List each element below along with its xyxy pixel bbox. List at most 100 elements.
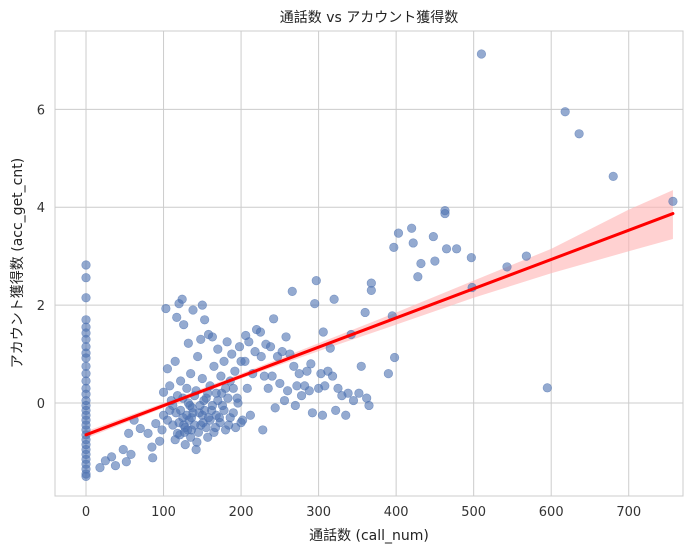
data-point [183, 338, 193, 348]
data-point [521, 251, 531, 261]
data-point [147, 442, 157, 452]
data-point [196, 334, 206, 344]
data-point [175, 430, 185, 440]
data-point [227, 349, 237, 359]
data-point [292, 381, 302, 391]
data-point [219, 356, 229, 366]
data-point [304, 386, 314, 396]
data-point [366, 278, 376, 288]
data-point [416, 258, 426, 269]
data-point [180, 440, 190, 450]
data-point [135, 423, 145, 434]
data-point [177, 294, 187, 304]
data-point [233, 398, 243, 408]
data-point [360, 307, 370, 318]
data-point [258, 425, 268, 435]
data-point [275, 378, 285, 389]
data-point [186, 413, 197, 423]
data-point [197, 300, 207, 310]
data-point [327, 371, 338, 381]
data-point [81, 260, 91, 270]
data-point [259, 371, 269, 381]
data-point [234, 342, 245, 352]
x-tick-label: 600 [539, 505, 564, 520]
data-point [356, 361, 366, 371]
data-point [250, 347, 260, 357]
data-point [320, 381, 330, 391]
data-point [294, 369, 304, 379]
data-point [182, 425, 193, 435]
data-point [240, 356, 250, 366]
y-tick-label: 2 [37, 299, 45, 314]
data-point [222, 337, 232, 347]
data-point [317, 410, 328, 420]
data-point [118, 444, 128, 455]
data-point [215, 417, 225, 428]
data-point [348, 395, 359, 406]
data-point [157, 425, 167, 435]
data-point [182, 383, 192, 393]
data-point [203, 413, 214, 423]
data-point [290, 400, 300, 411]
data-point [428, 231, 438, 242]
data-point [408, 238, 418, 248]
data-point [186, 369, 196, 379]
data-point [269, 314, 279, 324]
data-point [329, 294, 339, 304]
data-point [196, 420, 206, 430]
x-tick-label: 400 [384, 505, 409, 520]
x-tick-labels: 0 100 200 300 400 500 600 700 [82, 505, 641, 520]
data-point [265, 342, 276, 352]
data-point [193, 351, 203, 362]
data-point [333, 383, 343, 393]
data-point [263, 383, 273, 393]
x-axis-label: 通話数 (call_num) [309, 527, 429, 544]
data-point [407, 223, 417, 233]
data-point [124, 428, 134, 438]
data-point [170, 356, 180, 366]
scatter-points [81, 49, 678, 482]
data-point [162, 415, 173, 425]
data-point [383, 369, 393, 379]
data-point [393, 228, 404, 238]
data-point [199, 395, 209, 406]
data-point [343, 388, 353, 398]
data-point [244, 337, 254, 347]
data-point [151, 418, 161, 429]
data-point [331, 405, 341, 415]
data-point [217, 388, 227, 398]
data-point [364, 400, 374, 411]
data-point [188, 305, 198, 315]
data-point [172, 312, 182, 322]
data-point [165, 381, 175, 391]
data-point [207, 332, 217, 342]
data-point [176, 376, 186, 386]
data-point [213, 395, 223, 406]
data-point [318, 327, 328, 337]
x-tick-label: 500 [461, 505, 486, 520]
data-point [389, 242, 399, 252]
data-point [302, 366, 312, 376]
x-tick-label: 200 [229, 505, 254, 520]
data-point [560, 107, 570, 117]
y-tick-label: 4 [37, 201, 45, 216]
data-point [296, 391, 307, 401]
data-point [95, 463, 105, 473]
data-point [542, 383, 552, 393]
data-point [281, 332, 291, 342]
y-axis-label: アカウント獲得数 (acc_get_cnt) [9, 158, 26, 368]
data-point [452, 244, 462, 254]
data-point [277, 347, 287, 357]
x-tick-label: 100 [151, 505, 176, 520]
data-point [476, 49, 487, 59]
data-point [256, 351, 266, 362]
data-point [354, 388, 364, 398]
data-point [502, 262, 512, 272]
data-point [310, 299, 320, 309]
data-point [213, 344, 223, 354]
data-point [81, 273, 91, 283]
plot-area [54, 30, 684, 497]
data-point [255, 327, 266, 337]
